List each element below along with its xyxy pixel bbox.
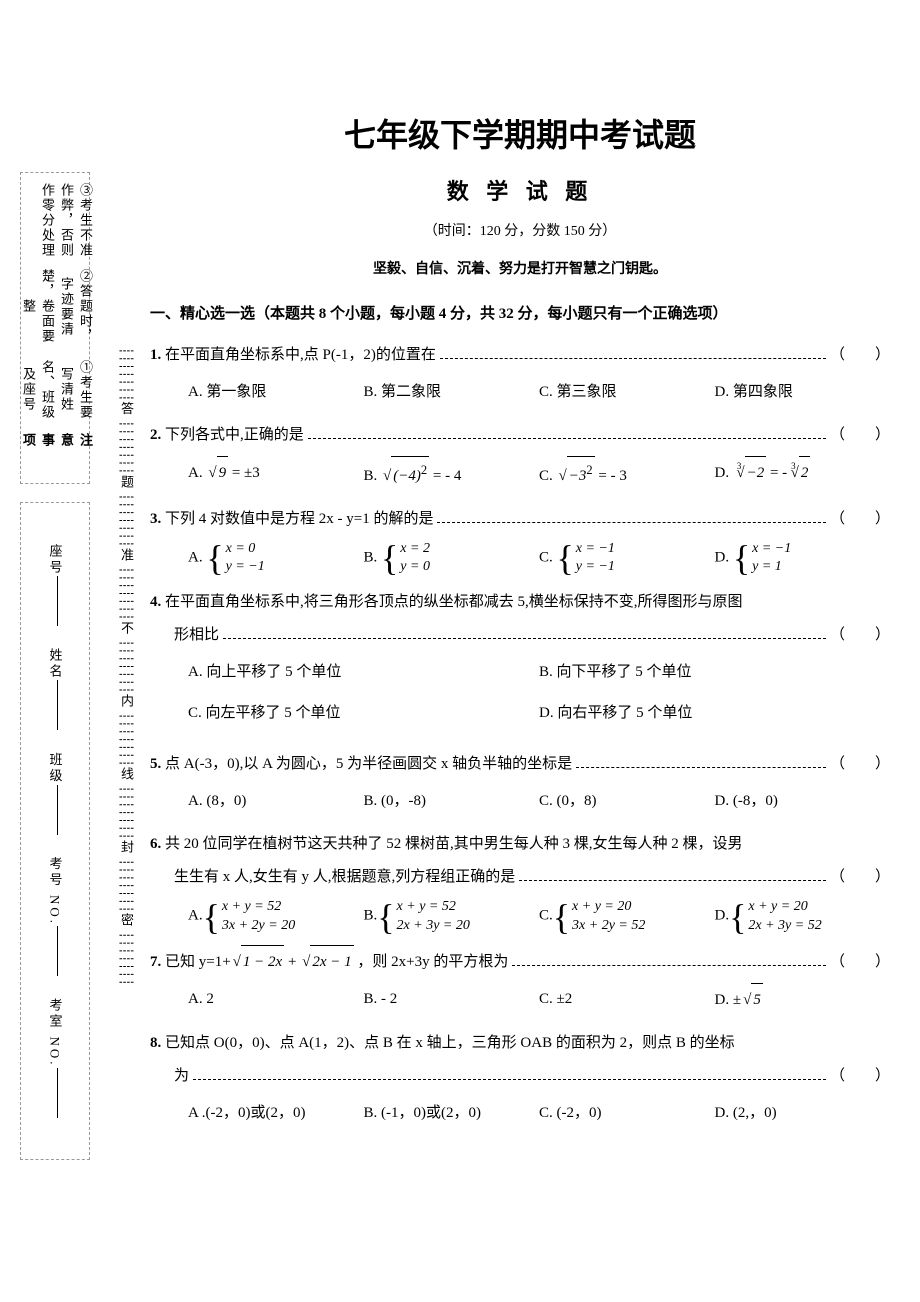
question-4: 4. 在平面直角坐标系中,将三角形各顶点的纵坐标都减去 5,横坐标保持不变,所得… (150, 586, 890, 738)
notice-box: ③考生不准作弊，否则作零分处理 ②答题时，字迹要清楚，卷面要整 ①考生要写清姓名… (20, 172, 90, 484)
q2-opt-b: B. (−4)2 = - 4 (364, 456, 540, 493)
exam-content: 七年级下学期期中考试题 数 学 试 题 （时间：120 分，分数 150 分） … (150, 110, 890, 1140)
q6-opt-c: C.{x + y = 203x + 2y = 52 (539, 898, 715, 934)
q4-opt-d: D. 向右平移了 5 个单位 (539, 697, 890, 730)
q6-opt-a: A.{x + y = 523x + 2y = 20 (188, 898, 364, 934)
exam-title: 七年级下学期期中考试题 (150, 110, 890, 156)
q3-opt-d: D. {x = −1y = 1 (715, 540, 891, 576)
notice-line-1: ①考生要写清姓名、班级及座号 (15, 353, 95, 428)
q2-opt-d: D. 3−2 = -32 (715, 456, 891, 493)
field-class: 班级 (48, 753, 63, 785)
q5-opt-d: D. (-8，0) (715, 785, 891, 818)
q7-opt-d: D. ±5 (715, 983, 891, 1017)
q2-opt-a: A. 9 = ±3 (188, 456, 364, 493)
q3-opt-c: C. {x = −1y = −1 (539, 540, 715, 576)
q4-opt-c: C. 向左平移了 5 个单位 (188, 697, 539, 730)
q3-opt-b: B. {x = 2y = 0 (364, 540, 540, 576)
section1-head: 一、精心选一选（本题共 8 个小题，每小题 4 分，共 32 分，每小题只有一个… (150, 302, 890, 323)
field-name: 姓名 (48, 648, 63, 680)
q6-opt-d: D.{x + y = 202x + 3y = 52 (715, 898, 891, 934)
question-3: 3. 下列 4 对数值中是方程 2x - y=1 的解的是 （ ） A. {x … (150, 503, 890, 576)
exam-meta: （时间：120 分，分数 150 分） (150, 220, 890, 240)
exam-subtitle: 数 学 试 题 (150, 174, 890, 206)
q6-opt-b: B.{x + y = 522x + 3y = 20 (364, 898, 540, 934)
q5-opt-a: A. (8，0) (188, 785, 364, 818)
q8-opt-c: C. (-2，0) (539, 1097, 715, 1130)
field-room: 考室 NO. (48, 999, 63, 1068)
q5-opt-b: B. (0，-8) (364, 785, 540, 818)
q4-opt-b: B. 向下平移了 5 个单位 (539, 656, 890, 689)
notice-line-2: ②答题时，字迹要清楚，卷面要整 (15, 267, 95, 347)
field-seat: 座号 (48, 544, 63, 576)
field-examno: 考号 NO. (48, 857, 63, 926)
question-2: 2. 下列各式中,正确的是 （ ） A. 9 = ±3 B. (−4)2 = -… (150, 419, 890, 493)
seal-line: ┊┊┊┊┊┊┊答 ┊┊┊┊┊┊┊题 ┊┊┊┊┊┊┊准 ┊┊┊┊┊┊┊不 ┊┊┊┊… (122, 172, 136, 1162)
question-8: 8. 已知点 O(0，0)、点 A(1，2)、点 B 在 x 轴上，三角形 OA… (150, 1027, 890, 1130)
student-info-box: 座号 姓名 班级 考号 NO. 考室 NO. (20, 502, 90, 1160)
q8-opt-b: B. (-1，0)或(2，0) (364, 1097, 540, 1130)
notice-header: 注 意 事 项 (19, 433, 95, 475)
q3-opt-a: A. {x = 0y = −1 (188, 540, 364, 576)
exam-motto: 坚毅、自信、沉着、努力是打开智慧之门钥匙。 (150, 258, 890, 278)
notice-line-3: ③考生不准作弊，否则作零分处理 (15, 181, 95, 261)
student-info-fields: 座号 姓名 班级 考号 NO. 考室 NO. (46, 544, 65, 1118)
question-7: 7. 已知 y=1+1 − 2x + 2x − 1 ，则 2x+3y 的平方根为… (150, 945, 890, 1017)
q2-opt-c: C. −32 = - 3 (539, 456, 715, 493)
q1-opt-b: B. 第二象限 (364, 376, 540, 409)
q1-opt-d: D. 第四象限 (715, 376, 891, 409)
question-5: 5. 点 A(-3，0),以 A 为圆心，5 为半径画圆交 x 轴负半轴的坐标是… (150, 748, 890, 818)
q1-opt-a: A. 第一象限 (188, 376, 364, 409)
q8-opt-d: D. (2,，0) (715, 1097, 891, 1130)
q7-opt-b: B. - 2 (364, 983, 540, 1017)
question-6: 6. 共 20 位同学在植树节这天共种了 52 棵树苗,其中男生每人种 3 棵,… (150, 828, 890, 934)
q7-opt-c: C. ±2 (539, 983, 715, 1017)
q4-opt-a: A. 向上平移了 5 个单位 (188, 656, 539, 689)
q5-opt-c: C. (0，8) (539, 785, 715, 818)
q8-opt-a: A .(-2，0)或(2，0) (188, 1097, 364, 1130)
q1-opt-c: C. 第三象限 (539, 376, 715, 409)
question-1: 1. 在平面直角坐标系中,点 P(-1，2)的位置在 （ ） A. 第一象限 B… (150, 339, 890, 409)
q7-opt-a: A. 2 (188, 983, 364, 1017)
